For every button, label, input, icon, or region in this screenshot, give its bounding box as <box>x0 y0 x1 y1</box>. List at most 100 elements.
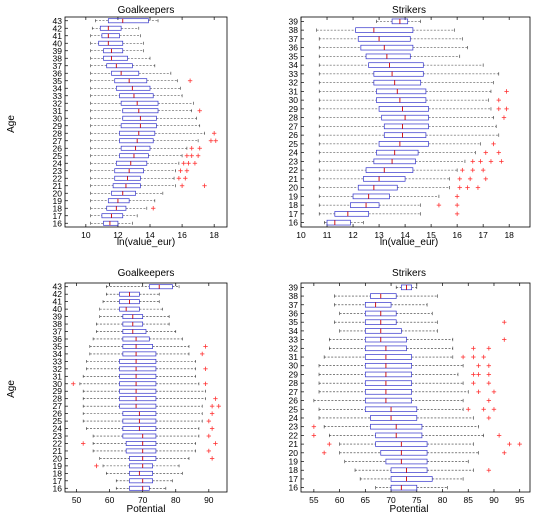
outlier-marker <box>460 167 465 173</box>
iqr-box <box>129 478 153 484</box>
y-tick-label: 30 <box>53 113 63 123</box>
box-age-17 <box>90 213 138 219</box>
y-tick-label: 37 <box>53 61 63 71</box>
y-tick-label: 18 <box>289 200 299 210</box>
x-tick-label: 16 <box>177 230 187 240</box>
iqr-box <box>364 302 392 308</box>
y-tick-label: 34 <box>53 83 63 93</box>
y-tick-label: 33 <box>53 356 63 366</box>
iqr-box <box>373 71 424 77</box>
y-tick-label: 33 <box>53 91 63 101</box>
iqr-box <box>103 55 128 61</box>
y-tick-label: 20 <box>53 188 63 198</box>
iqr-box <box>385 458 428 465</box>
y-tick-label: 24 <box>289 413 299 423</box>
y-tick-label: 16 <box>53 218 63 228</box>
box-age-41 <box>90 33 141 39</box>
box-age-22 <box>318 167 486 173</box>
box-age-18 <box>318 202 460 208</box>
iqr-box <box>119 381 157 387</box>
box-age-16 <box>115 485 167 491</box>
iqr-box <box>122 351 157 357</box>
box-age-30 <box>318 97 501 103</box>
iqr-box <box>364 397 412 404</box>
y-tick-label: 20 <box>289 448 299 458</box>
outlier-marker <box>151 206 156 211</box>
iqr-box <box>378 106 429 112</box>
box-age-34 <box>89 351 205 357</box>
iqr-box <box>129 463 153 469</box>
iqr-box <box>119 396 157 402</box>
box-age-16 <box>324 219 364 226</box>
y-tick-label: 19 <box>289 457 299 467</box>
y-tick-label: 21 <box>289 174 299 184</box>
box-age-24 <box>318 415 492 421</box>
iqr-box <box>125 441 157 446</box>
y-tick-label: 37 <box>289 300 299 310</box>
box-age-18 <box>90 205 156 211</box>
iqr-box <box>383 123 429 130</box>
x-tick-label: 18 <box>504 230 514 240</box>
outlier-marker <box>209 426 215 431</box>
x-tick-label: 70 <box>138 495 148 505</box>
x-tick-label: 60 <box>105 495 115 505</box>
x-tick-label: 70 <box>386 495 396 505</box>
iqr-box <box>115 160 148 166</box>
outlier-marker <box>178 168 183 173</box>
outlier-marker <box>206 448 212 454</box>
outlier-marker <box>470 167 475 173</box>
y-tick-label: 32 <box>53 364 63 374</box>
x-tick-label: 11 <box>323 230 332 240</box>
y-tick-label: 36 <box>289 308 299 318</box>
y-tick-label: 31 <box>53 371 63 381</box>
iqr-box <box>365 167 414 173</box>
iqr-box <box>364 362 412 369</box>
box-age-21 <box>90 183 207 189</box>
y-tick-label: 16 <box>53 483 63 493</box>
box-age-35 <box>89 344 208 349</box>
y-tick-label: 31 <box>289 86 299 96</box>
y-tick-label: 27 <box>289 121 299 131</box>
outlier-marker <box>80 441 86 446</box>
outlier-marker <box>486 380 492 386</box>
iqr-box <box>376 88 427 95</box>
box-age-41 <box>102 299 160 305</box>
y-tick-label: 26 <box>289 396 299 406</box>
iqr-box <box>383 132 427 138</box>
box-age-36 <box>318 44 468 51</box>
box-age-27 <box>318 389 497 395</box>
y-tick-label: 31 <box>53 106 63 116</box>
box-age-32 <box>86 366 208 372</box>
outlier-marker <box>488 159 494 164</box>
outlier-marker <box>502 450 507 456</box>
y-tick-label: 39 <box>289 282 299 292</box>
y-tick-label: 22 <box>53 173 63 183</box>
box-age-21 <box>92 448 212 454</box>
box-age-43 <box>106 284 180 290</box>
y-tick-label: 20 <box>289 183 299 193</box>
box-age-31 <box>318 88 509 95</box>
box-age-33 <box>318 71 500 77</box>
y-tick-label: 40 <box>53 304 63 314</box>
box-age-19 <box>318 193 460 200</box>
iqr-box <box>98 40 124 46</box>
outlier-marker <box>504 89 509 94</box>
chart-title: Goalkeepers <box>118 268 175 279</box>
box-age-33 <box>329 336 507 343</box>
y-tick-label: 17 <box>53 211 63 221</box>
iqr-box <box>364 328 402 334</box>
iqr-box <box>370 293 397 299</box>
outlier-marker <box>481 354 486 360</box>
box-age-26 <box>90 145 202 151</box>
iqr-box <box>357 36 411 42</box>
outlier-marker <box>486 415 492 421</box>
y-tick-label: 38 <box>289 291 299 301</box>
iqr-box <box>107 18 149 24</box>
box-age-39 <box>90 48 144 54</box>
box-age-23 <box>90 168 190 174</box>
box-age-25 <box>318 406 497 413</box>
y-tick-label: 20 <box>53 453 63 463</box>
y-tick-label: 24 <box>53 424 63 434</box>
x-tick-label: 60 <box>335 495 345 505</box>
